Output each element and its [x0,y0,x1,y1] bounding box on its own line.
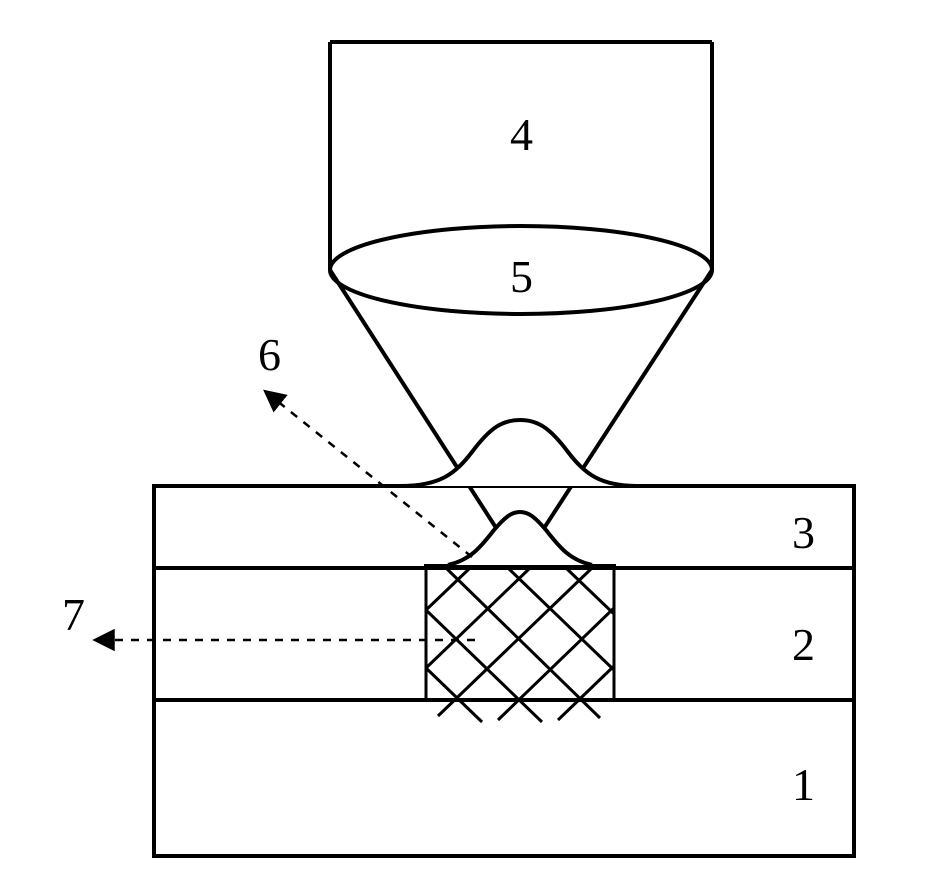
label-6: 6 [258,329,281,380]
label-2: 2 [792,619,815,670]
label-5: 5 [510,251,533,302]
label-1: 1 [792,759,815,810]
label-3: 3 [792,507,815,558]
bump-inner [448,512,592,565]
diagram-canvas: 1 2 3 4 5 6 7 [0,0,934,891]
bump-outer [400,420,638,486]
label-7: 7 [62,589,85,640]
pointer-6 [266,392,472,557]
label-4: 4 [510,109,533,160]
